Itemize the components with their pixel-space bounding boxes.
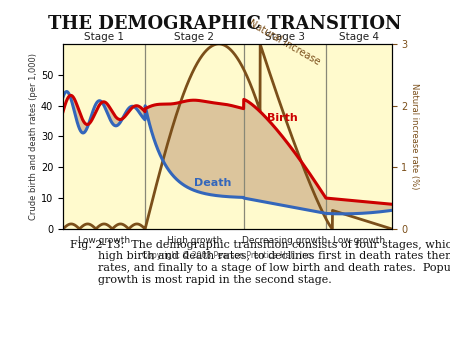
Text: High growth: High growth — [167, 236, 222, 245]
Text: Fig. 2-13:  The demographic transition consists of four stages, which move from
: Fig. 2-13: The demographic transition co… — [70, 240, 450, 285]
Text: Low growth: Low growth — [78, 236, 130, 245]
Y-axis label: Natural increase rate (%): Natural increase rate (%) — [410, 83, 418, 190]
Text: Stage 3: Stage 3 — [265, 32, 305, 42]
Text: Natural increase: Natural increase — [247, 19, 322, 68]
Y-axis label: Crude birth and death rates (per 1,000): Crude birth and death rates (per 1,000) — [29, 53, 38, 220]
Text: THE DEMOGRAPHIC TRANSITION: THE DEMOGRAPHIC TRANSITION — [48, 15, 402, 33]
Text: Birth: Birth — [267, 113, 297, 123]
Text: Stage 1: Stage 1 — [84, 32, 124, 42]
Text: Low growth: Low growth — [333, 236, 385, 245]
Text: Death: Death — [194, 178, 232, 188]
Text: Stage 2: Stage 2 — [175, 32, 214, 42]
Text: Copyright © 2008 Pearson Prentice Hall, Inc.: Copyright © 2008 Pearson Prentice Hall, … — [142, 251, 313, 260]
Text: Decreasing growth: Decreasing growth — [242, 236, 327, 245]
Text: Stage 4: Stage 4 — [339, 32, 378, 42]
